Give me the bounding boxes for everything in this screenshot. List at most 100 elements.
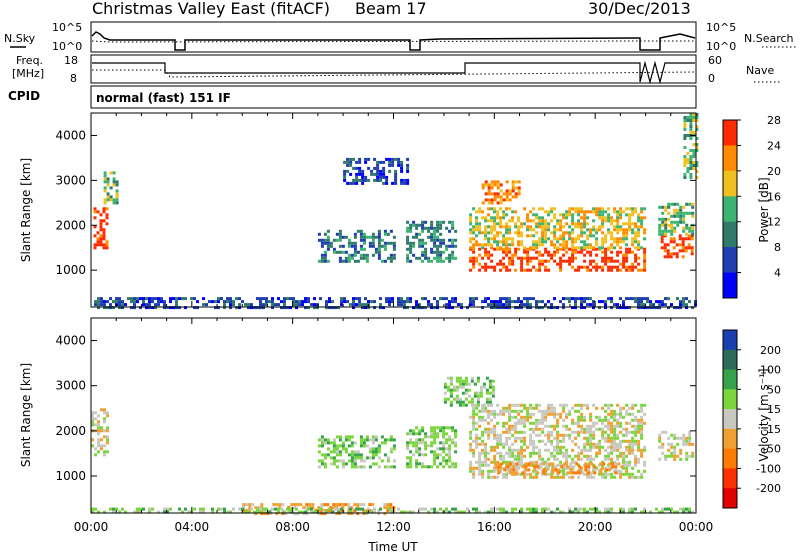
heatmap-cell [352, 166, 356, 170]
heatmap-cell [683, 176, 687, 179]
heatmap-cell [424, 507, 427, 511]
heatmap-cell [250, 303, 253, 307]
heatmap-cell [148, 306, 151, 310]
heatmap-cell [532, 213, 536, 217]
heatmap-cell [295, 303, 298, 307]
heatmap-cell [517, 451, 521, 455]
heatmap-cell [601, 250, 605, 254]
heatmap-cell [157, 297, 160, 301]
heatmap-cell [533, 468, 537, 472]
heatmap-cell [478, 222, 482, 226]
heatmap-cell [547, 409, 551, 413]
heatmap-cell [664, 226, 668, 230]
heatmap-cell [616, 412, 620, 416]
heatmap-cell [685, 442, 689, 446]
heatmap-cell [571, 243, 575, 247]
heatmap-cell [502, 243, 506, 247]
heatmap-cell [559, 243, 563, 247]
heatmap-cell [484, 231, 488, 235]
heatmap-cell [598, 246, 602, 250]
heatmap-cell [394, 178, 398, 182]
heatmap-cell [587, 471, 591, 475]
heatmap-cell [524, 465, 528, 469]
heatmap-cell [475, 228, 479, 232]
heatmap-cell [493, 247, 497, 251]
heatmap-cell [491, 379, 495, 383]
heatmap-cell [96, 237, 100, 241]
heatmap-cell [469, 228, 473, 232]
heatmap-cell [538, 403, 542, 407]
heatmap-cell [532, 427, 536, 431]
heatmap-cell [350, 444, 354, 448]
heatmap-cell [469, 448, 473, 452]
heatmap-cell [296, 503, 300, 507]
heatmap-cell [94, 300, 97, 304]
heatmap-cell [548, 462, 552, 466]
heatmap-cell [562, 303, 565, 307]
heatmap-cell [556, 237, 560, 241]
heatmap-cell [326, 453, 330, 457]
heatmap-cell [517, 409, 521, 413]
heatmap-cell [388, 157, 392, 161]
heatmap-cell [526, 406, 530, 410]
heatmap-cell [481, 300, 484, 304]
heatmap-cell [496, 240, 500, 244]
heatmap-cell [373, 507, 376, 511]
heatmap-cell [485, 400, 489, 404]
heatmap-cell [343, 172, 347, 176]
heatmap-cell [610, 472, 614, 476]
heatmap-cell [124, 303, 127, 307]
heatmap-cell [646, 297, 649, 301]
heatmap-cell [445, 226, 449, 230]
heatmap-cell [377, 241, 381, 245]
heatmap-cell [217, 300, 220, 304]
heatmap-cell [424, 247, 428, 251]
heatmap-cell [439, 232, 443, 236]
heatmap-cell [625, 439, 629, 443]
heatmap-cell [586, 403, 590, 407]
heatmap-cell [523, 436, 527, 440]
heatmap-cell [380, 244, 384, 248]
heatmap-cell [469, 222, 473, 226]
heatmap-cell [102, 219, 106, 223]
heatmap-cell [524, 468, 528, 472]
heatmap-cell [490, 198, 494, 202]
heatmap-cell [619, 409, 623, 413]
heatmap-cell [538, 300, 541, 304]
heatmap-cell [409, 250, 413, 254]
heatmap-cell [352, 181, 356, 185]
heatmap-cell [386, 459, 390, 463]
heatmap-cell [439, 259, 443, 263]
heatmap-cell [556, 228, 560, 232]
heatmap-cell [628, 265, 632, 269]
heatmap-cell [577, 250, 581, 254]
heatmap-cell [562, 406, 566, 410]
heatmap-cell [451, 507, 454, 511]
heatmap-cell [593, 468, 597, 472]
heatmap-cell [604, 403, 608, 407]
heatmap-cell [379, 172, 383, 176]
heatmap-cell [478, 472, 482, 476]
heatmap-cell [443, 400, 447, 404]
heatmap-cell [317, 506, 321, 510]
heatmap-cell [397, 507, 400, 511]
heatmap-cell [625, 265, 629, 269]
heatmap-cell [214, 306, 217, 310]
heatmap-cell [409, 432, 413, 436]
heatmap-cell [323, 503, 327, 507]
heatmap-cell [613, 433, 617, 437]
heatmap-cell [542, 462, 546, 466]
heatmap-cell [406, 178, 410, 182]
heatmap-cell [601, 466, 605, 470]
heatmap-cell [377, 238, 381, 242]
heatmap-cell [347, 444, 351, 448]
heatmap-cell [433, 256, 437, 260]
heatmap-cell [541, 228, 545, 232]
heatmap-cell [295, 507, 298, 511]
heatmap-cell [695, 149, 699, 152]
heatmap-cell [346, 181, 350, 185]
heatmap-cell [634, 424, 638, 428]
heatmap-cell [323, 241, 327, 245]
heatmap-cell [595, 421, 599, 425]
